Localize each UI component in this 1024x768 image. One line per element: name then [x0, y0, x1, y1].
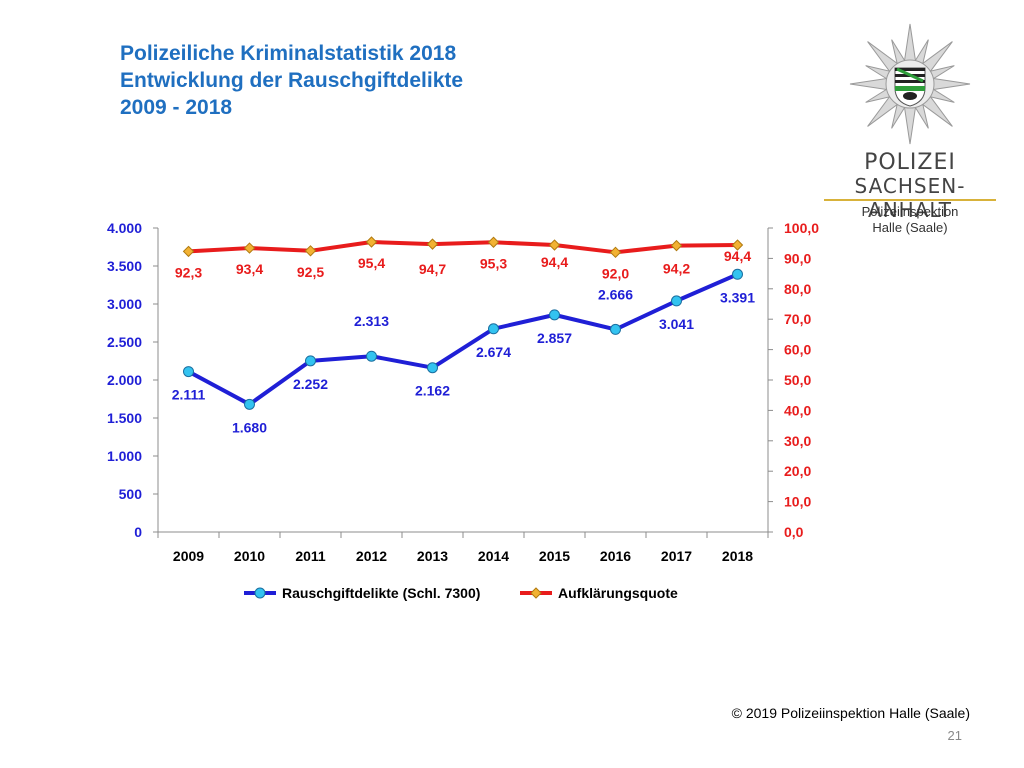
right-axis-tick-label: 70,0 — [784, 311, 811, 327]
label-rauschgiftdelikte: 3.041 — [659, 316, 694, 332]
label-aufklaerungsquote: 94,4 — [724, 248, 751, 264]
page-title: Polizeiliche Kriminalstatistik 2018 Entw… — [120, 40, 463, 121]
police-logo: POLIZEI SACHSEN-ANHALT Polizeiinspektion… — [820, 22, 1000, 242]
right-axis-tick-label: 50,0 — [784, 372, 811, 388]
point-rauschgiftdelikte — [549, 309, 560, 321]
copyright-notice: © 2019 Polizeiinspektion Halle (Saale) — [731, 705, 970, 721]
label-rauschgiftdelikte: 1.680 — [232, 419, 267, 435]
point-aufklaerungsquote — [243, 242, 256, 254]
x-axis-tick-label: 2016 — [600, 548, 631, 564]
left-axis-tick-label: 2.000 — [107, 372, 142, 388]
point-aufklaerungsquote — [548, 239, 561, 251]
label-aufklaerungsquote: 95,4 — [358, 255, 385, 271]
right-axis-tick-label: 100,0 — [784, 220, 819, 236]
legend-label-aufklaerungsquote: Aufklärungsquote — [558, 585, 678, 601]
x-axis-tick-label: 2014 — [478, 548, 509, 564]
label-rauschgiftdelikte: 2.666 — [598, 286, 633, 302]
point-rauschgiftdelikte — [610, 323, 621, 335]
police-star-icon — [849, 23, 971, 145]
x-axis-tick-label: 2010 — [234, 548, 265, 564]
series-line-aufklaerungsquote — [188, 239, 738, 255]
left-axis-tick-label: 3.000 — [107, 296, 142, 312]
logo-name-line-1: POLIZEI — [864, 150, 956, 175]
point-rauschgiftdelikte — [671, 295, 682, 307]
left-axis-tick-label: 2.500 — [107, 334, 142, 350]
label-aufklaerungsquote: 92,0 — [602, 265, 629, 281]
label-rauschgiftdelikte: 3.391 — [720, 289, 755, 305]
legend-label-rauschgiftdelikte: Rauschgiftdelikte (Schl. 7300) — [282, 585, 480, 601]
series-line-rauschgiftdelikte — [187, 272, 739, 407]
left-axis-tick-label: 0 — [134, 524, 142, 540]
left-axis-tick-label: 500 — [119, 486, 143, 502]
legend-marker-rauschgiftdelikte — [254, 587, 266, 599]
label-aufklaerungsquote: 94,7 — [419, 261, 446, 277]
right-axis-tick-label: 90,0 — [784, 250, 811, 266]
logo-divider — [824, 199, 996, 201]
logo-name-line-2: SACHSEN-ANHALT — [854, 174, 966, 222]
x-axis-tick-label: 2013 — [417, 548, 448, 564]
label-aufklaerungsquote: 92,3 — [175, 264, 202, 280]
right-axis-tick-label: 40,0 — [784, 402, 811, 418]
logo-sub-line-2: Halle (Saale) — [872, 220, 948, 235]
label-aufklaerungsquote: 92,5 — [297, 264, 324, 280]
right-axis-tick-label: 60,0 — [784, 342, 811, 358]
label-rauschgiftdelikte: 2.674 — [476, 344, 511, 360]
point-rauschgiftdelikte — [305, 355, 316, 367]
right-axis-tick-label: 0,0 — [784, 524, 804, 540]
label-rauschgiftdelikte: 2.111 — [172, 387, 206, 403]
logo-sub-line-1: Polizeiinspektion — [861, 204, 959, 219]
left-axis-tick-label: 1.500 — [107, 410, 142, 426]
point-aufklaerungsquote — [304, 245, 317, 257]
point-aufklaerungsquote — [365, 236, 378, 248]
x-axis-tick-label: 2011 — [295, 548, 326, 564]
x-axis-tick-label: 2015 — [539, 548, 570, 564]
title-line-2: Entwicklung der Rauschgiftdelikte — [120, 69, 464, 92]
point-aufklaerungsquote — [731, 239, 744, 251]
point-aufklaerungsquote — [670, 239, 683, 252]
point-aufklaerungsquote — [182, 245, 195, 258]
point-rauschgiftdelikte — [732, 268, 743, 280]
label-rauschgiftdelikte: 2.252 — [293, 376, 328, 392]
right-axis-tick-label: 30,0 — [784, 433, 811, 449]
legend-marker-aufklaerungsquote — [530, 587, 542, 599]
x-axis-tick-label: 2012 — [356, 548, 387, 564]
page-number: 21 — [947, 728, 962, 743]
label-aufklaerungsquote: 94,4 — [541, 254, 568, 270]
point-rauschgiftdelikte — [244, 398, 255, 410]
title-line-3: 2009 - 2018 — [120, 96, 233, 119]
label-aufklaerungsquote: 95,3 — [480, 255, 507, 271]
x-axis-tick-label: 2009 — [173, 548, 204, 564]
point-rauschgiftdelikte — [183, 366, 194, 378]
label-rauschgiftdelikte: 2.162 — [415, 383, 450, 399]
point-rauschgiftdelikte — [488, 323, 499, 335]
right-axis-tick-label: 20,0 — [784, 463, 811, 479]
left-axis-tick-label: 1.000 — [107, 448, 142, 464]
right-axis-tick-label: 10,0 — [784, 494, 811, 510]
label-rauschgiftdelikte: 2.857 — [537, 330, 572, 346]
left-axis-tick-label: 3.500 — [107, 258, 142, 274]
left-axis-tick-label: 4.000 — [107, 220, 142, 236]
x-axis-tick-label: 2017 — [661, 548, 692, 564]
label-aufklaerungsquote: 93,4 — [236, 261, 263, 277]
point-rauschgiftdelikte — [366, 350, 377, 362]
title-line-1: Polizeiliche Kriminalstatistik 2018 — [120, 42, 457, 65]
label-aufklaerungsquote: 94,2 — [663, 261, 690, 277]
point-aufklaerungsquote — [426, 238, 439, 250]
right-axis-tick-label: 80,0 — [784, 281, 811, 297]
point-rauschgiftdelikte — [427, 362, 438, 374]
x-axis-tick-label: 2018 — [722, 548, 753, 564]
point-aufklaerungsquote — [609, 246, 622, 259]
label-rauschgiftdelikte: 2.313 — [354, 313, 389, 329]
point-aufklaerungsquote — [487, 236, 500, 248]
